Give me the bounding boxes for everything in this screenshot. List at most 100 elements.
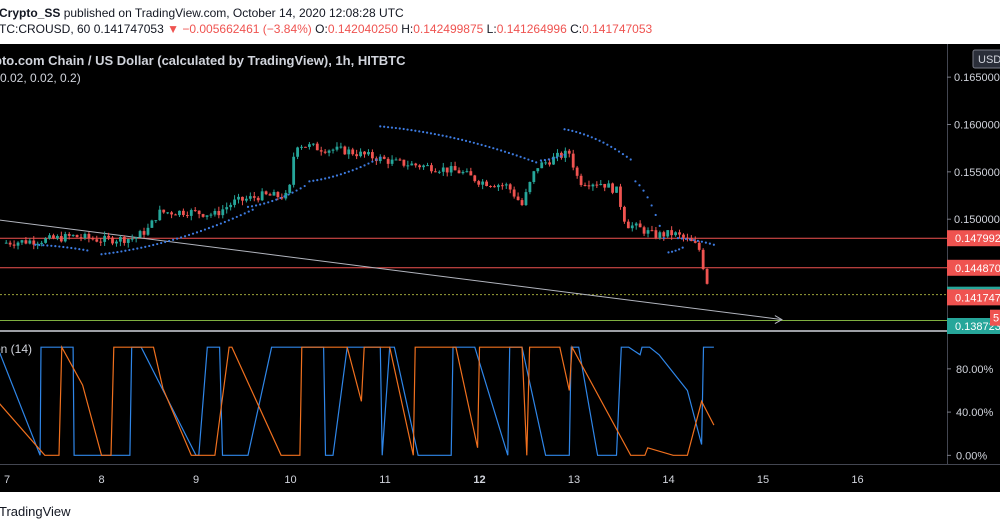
sar-dot bbox=[406, 128, 409, 131]
sar-dot bbox=[453, 136, 456, 140]
candle-body bbox=[457, 170, 461, 174]
candle-body bbox=[4, 242, 8, 244]
sar-dot bbox=[355, 167, 358, 170]
aroon-up-line bbox=[0, 346, 714, 456]
down-arrow-icon: ▼ bbox=[167, 22, 180, 36]
candle-body bbox=[587, 185, 591, 187]
sar-dot bbox=[418, 130, 421, 133]
sar-dot bbox=[179, 236, 183, 239]
candle-body bbox=[666, 230, 670, 237]
price-tick-label: 0.150000 bbox=[954, 214, 1000, 226]
candle-body bbox=[48, 235, 51, 239]
candle-body bbox=[12, 244, 16, 246]
candle-body bbox=[599, 183, 603, 185]
candle-body bbox=[162, 209, 166, 213]
sar-dot bbox=[390, 126, 394, 129]
sar-dot bbox=[312, 179, 315, 182]
candle-body bbox=[382, 156, 386, 159]
candle-body bbox=[619, 186, 622, 207]
price-label-text: 0.138723 bbox=[955, 321, 1000, 333]
candle-body bbox=[477, 181, 481, 185]
candle-body bbox=[705, 269, 709, 284]
candle-body bbox=[524, 192, 528, 206]
sar-dot bbox=[42, 244, 45, 247]
high-label: H: bbox=[401, 22, 414, 36]
candle-body bbox=[367, 152, 370, 155]
candle-body bbox=[481, 181, 485, 185]
sar-dot bbox=[634, 180, 637, 183]
candle-body bbox=[126, 239, 130, 243]
candle-body bbox=[678, 232, 681, 235]
time-axis-background bbox=[0, 464, 1000, 492]
symbol-legend[interactable]: pto.com Chain / US Dollar (calculated by… bbox=[0, 53, 406, 68]
sar-dot bbox=[425, 131, 429, 134]
aroon-tick-label: 40.00% bbox=[956, 407, 994, 419]
sar-dot bbox=[308, 180, 311, 183]
tradingview-brand[interactable]: TradingView bbox=[0, 504, 71, 519]
candle-body bbox=[398, 159, 402, 161]
candle-body bbox=[623, 206, 626, 222]
sar-dot bbox=[590, 136, 593, 139]
sar-dot bbox=[674, 249, 677, 252]
sar-dot bbox=[582, 133, 586, 136]
candle-body bbox=[300, 146, 303, 148]
candle-body bbox=[630, 225, 634, 229]
candle-body bbox=[24, 240, 28, 244]
price-label-text: 0.147992 bbox=[955, 233, 1000, 245]
sar-dot bbox=[203, 228, 207, 231]
price-axis-ticks: 0.165000 0.160000 0.155000 0.150000 bbox=[947, 72, 1000, 226]
candle-body bbox=[473, 175, 477, 182]
candle-body bbox=[634, 223, 638, 226]
candle-body bbox=[583, 184, 587, 186]
publisher-name[interactable]: Crypto_SS bbox=[0, 6, 61, 20]
price-axis-background bbox=[947, 44, 1000, 464]
sar-dot bbox=[681, 246, 684, 249]
candle-body bbox=[201, 214, 205, 217]
last-price: 0.141747053 bbox=[93, 22, 164, 36]
sar-dot bbox=[235, 215, 238, 219]
sar-dot bbox=[299, 187, 302, 190]
candle-body bbox=[217, 211, 221, 216]
sar-dot bbox=[331, 175, 335, 178]
candle-body bbox=[323, 151, 327, 153]
candle-body bbox=[378, 156, 382, 162]
candle-body bbox=[308, 144, 311, 147]
sar-dot bbox=[250, 205, 254, 208]
sar-dot bbox=[50, 244, 53, 247]
time-tick-label: 15 bbox=[757, 474, 769, 486]
candle-body bbox=[335, 146, 339, 150]
candle-body bbox=[445, 167, 449, 173]
candle-body bbox=[595, 184, 599, 186]
sar-dot bbox=[386, 126, 390, 129]
candle-body bbox=[122, 236, 126, 243]
sar-dot bbox=[86, 249, 89, 252]
low-label: L: bbox=[486, 22, 497, 36]
candle-body bbox=[44, 238, 47, 243]
sar-dot bbox=[449, 136, 452, 139]
candle-body bbox=[355, 154, 359, 157]
candle-body bbox=[591, 184, 595, 187]
candle-body bbox=[304, 146, 307, 148]
candle-body bbox=[437, 171, 441, 173]
candle-body bbox=[512, 189, 516, 197]
sar-dot bbox=[375, 158, 378, 161]
candle-body bbox=[40, 242, 44, 244]
aroon-legend[interactable]: on (14) bbox=[0, 342, 33, 356]
sar-dot bbox=[496, 148, 499, 151]
sar-dot bbox=[692, 239, 696, 242]
candle-body bbox=[371, 152, 374, 159]
candle-body bbox=[237, 196, 240, 200]
sar-dot bbox=[511, 153, 514, 156]
price-label-box bbox=[947, 317, 1000, 334]
sar-dot bbox=[335, 174, 339, 177]
candle-body bbox=[280, 197, 284, 199]
sar-dot bbox=[602, 141, 605, 144]
sar-legend[interactable]: (0.02, 0.02, 0.2) bbox=[0, 71, 81, 85]
currency-button[interactable]: USD bbox=[972, 49, 1000, 69]
candle-body bbox=[233, 199, 236, 205]
sar-dot bbox=[586, 134, 589, 137]
sar-dot bbox=[231, 217, 234, 220]
sar-dot bbox=[243, 212, 246, 215]
candle-body bbox=[170, 212, 173, 215]
